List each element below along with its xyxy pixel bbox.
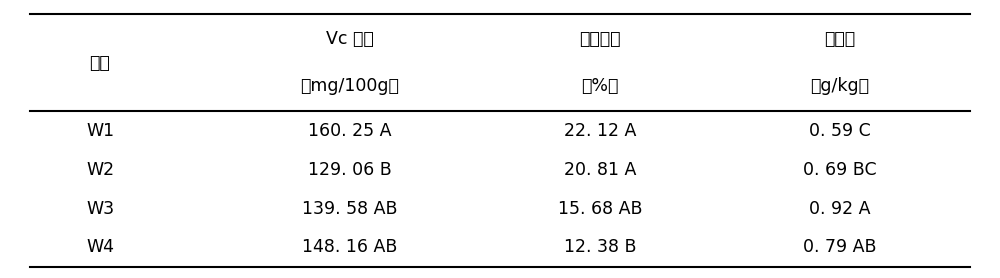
Text: 处理: 处理 — [90, 54, 110, 71]
Text: 可溶性糖: 可溶性糖 — [579, 30, 621, 48]
Text: 0. 59 C: 0. 59 C — [809, 122, 871, 140]
Text: 139. 58 AB: 139. 58 AB — [302, 200, 398, 217]
Text: 22. 12 A: 22. 12 A — [564, 122, 636, 140]
Text: （g/kg）: （g/kg） — [810, 77, 870, 95]
Text: 20. 81 A: 20. 81 A — [564, 161, 636, 178]
Text: 有机酸: 有机酸 — [824, 30, 856, 48]
Text: 129. 06 B: 129. 06 B — [308, 161, 392, 178]
Text: W2: W2 — [86, 161, 114, 178]
Text: W4: W4 — [86, 239, 114, 256]
Text: 160. 25 A: 160. 25 A — [308, 122, 392, 140]
Text: （%）: （%） — [581, 77, 619, 95]
Text: Vc 含量: Vc 含量 — [326, 30, 374, 48]
Text: 0. 79 AB: 0. 79 AB — [803, 239, 877, 256]
Text: 12. 38 B: 12. 38 B — [564, 239, 636, 256]
Text: 0. 92 A: 0. 92 A — [809, 200, 871, 217]
Text: （mg/100g）: （mg/100g） — [301, 77, 399, 95]
Text: 15. 68 AB: 15. 68 AB — [558, 200, 642, 217]
Text: 148. 16 AB: 148. 16 AB — [302, 239, 398, 256]
Text: W3: W3 — [86, 200, 114, 217]
Text: W1: W1 — [86, 122, 114, 140]
Text: 0. 69 BC: 0. 69 BC — [803, 161, 877, 178]
